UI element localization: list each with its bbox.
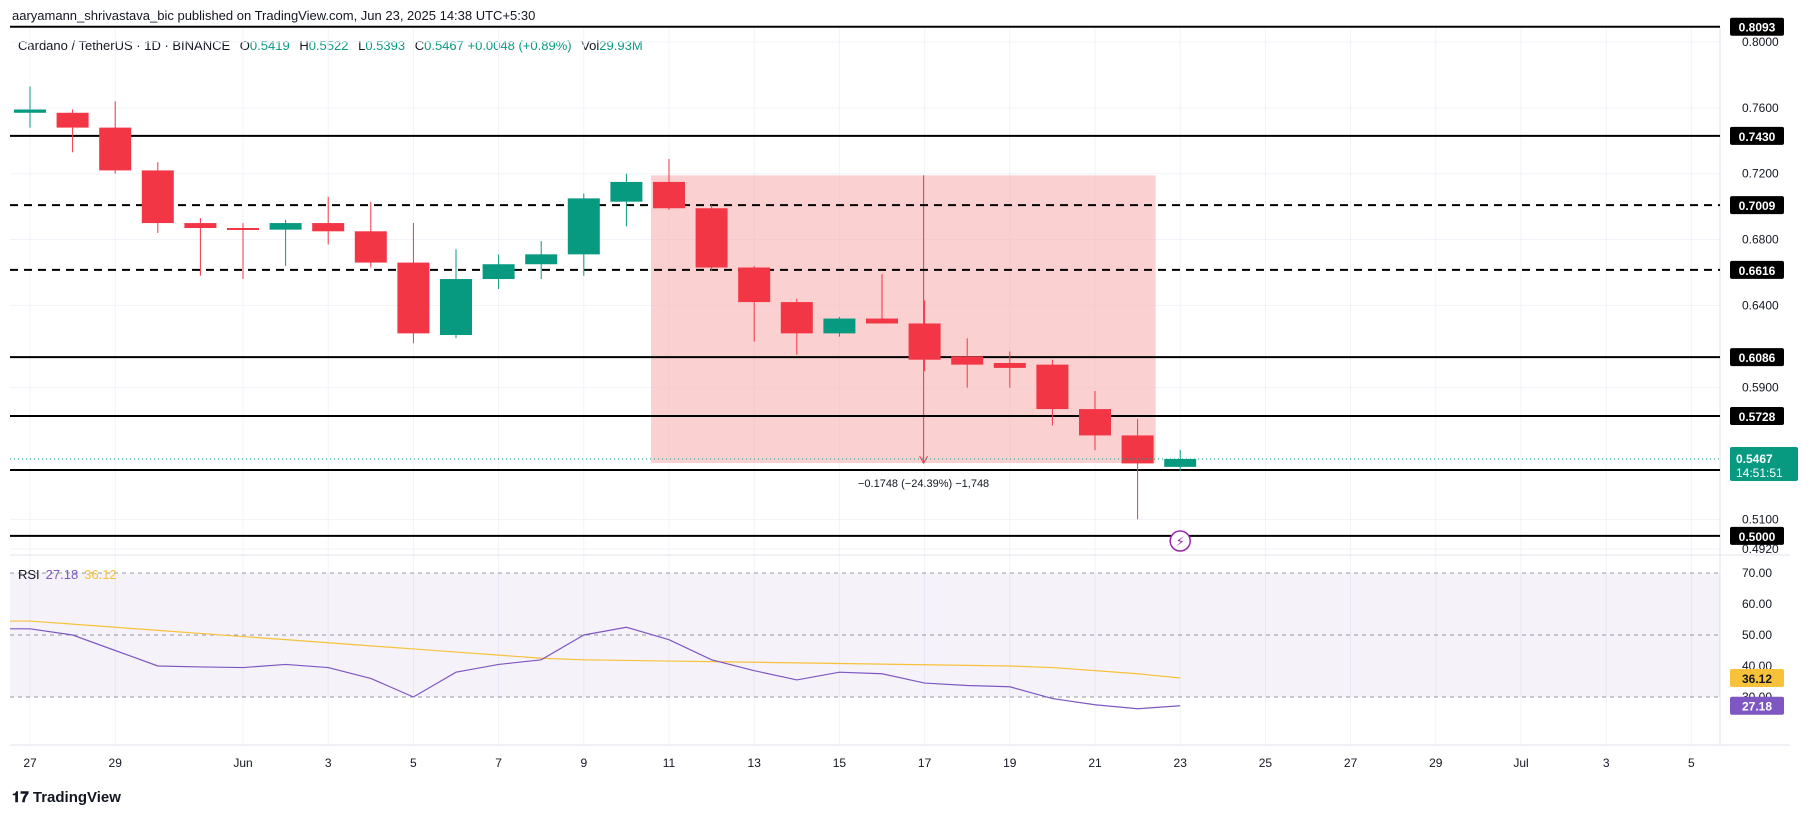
candle-body (397, 262, 430, 334)
candle-body (269, 223, 302, 230)
level-badge-label: 0.5000 (1739, 530, 1776, 544)
candle-body (312, 223, 345, 232)
last-price-badge (1730, 446, 1798, 481)
time-tick-label: 23 (1174, 756, 1188, 770)
candle-body (525, 254, 558, 265)
tradingview-logo[interactable]: 𝟏𝟕 TradingView (12, 789, 121, 806)
candle-body (227, 228, 259, 231)
rsi-value: 27.18 (45, 567, 79, 582)
candle-body (482, 264, 515, 280)
candle-body (184, 223, 217, 229)
candle-body (1036, 364, 1069, 410)
time-tick-label: 9 (580, 756, 587, 770)
price-tick-label: 0.4920 (1742, 542, 1779, 556)
time-tick-label: 17 (918, 756, 932, 770)
countdown-label: 14:51:51 (1736, 466, 1783, 480)
time-tick-label: 11 (663, 756, 676, 770)
candle-body (1079, 409, 1111, 436)
time-tick-label: 5 (410, 756, 417, 770)
time-tick-label: 19 (1003, 756, 1017, 770)
rsi-legend: RSI 27.18 36.12 (18, 567, 117, 582)
rsi-ma-badge-label: 36.12 (1742, 672, 1772, 686)
level-badge-label: 0.5728 (1739, 410, 1776, 424)
measure-arrow-head (919, 455, 929, 465)
level-badge (1730, 260, 1784, 279)
rsi-badge-label: 27.18 (1742, 700, 1772, 714)
level-badge-label: 0.7009 (1739, 199, 1776, 213)
low-label: L (358, 38, 366, 53)
rsi-tick-label: 60.00 (1742, 597, 1772, 611)
level-badge-label: 0.7430 (1739, 130, 1776, 144)
candle-body (56, 112, 89, 128)
candle-body (908, 323, 941, 360)
candle-body (695, 208, 728, 268)
last-price-label: 0.5467 (1736, 452, 1773, 466)
price-tick-label: 0.7600 (1742, 101, 1779, 115)
candle-body (141, 170, 174, 224)
time-tick-label: 29 (109, 756, 123, 770)
rsi-line (10, 626, 1181, 710)
tradingview-logo-icon: 𝟏𝟕 (12, 789, 29, 806)
level-badge (1730, 196, 1784, 215)
candle-body (354, 231, 387, 263)
candle-body (951, 356, 984, 365)
candle-body (653, 181, 685, 209)
high-label: H (299, 38, 309, 53)
time-tick-label: 27 (1344, 756, 1358, 770)
candle-body (440, 279, 472, 336)
price-tick-label: 0.7200 (1742, 167, 1779, 181)
rsi-ma-line (10, 620, 1181, 679)
price-tick-label: 0.5900 (1742, 381, 1779, 395)
time-tick-label: 3 (1603, 756, 1610, 770)
level-badge (1730, 406, 1784, 425)
candle-body (866, 318, 898, 324)
rsi-tick-label: 50.00 (1742, 628, 1772, 642)
candle-body (780, 302, 813, 334)
candle-body (610, 181, 643, 202)
time-tick-label: 7 (495, 756, 502, 770)
time-tick-label: 5 (1688, 756, 1695, 770)
level-badge (1730, 348, 1784, 367)
level-badge (1730, 526, 1784, 545)
price-tick-label: 0.6800 (1742, 233, 1779, 247)
time-tick-label: 3 (325, 756, 332, 770)
publish-info: aaryamann_shrivastava_bic published on T… (12, 8, 536, 23)
level-badge (1730, 126, 1784, 145)
time-tick-label: 13 (748, 756, 762, 770)
level-badge (1730, 17, 1784, 36)
time-tick-label: 21 (1088, 756, 1102, 770)
price-tick-label: 0.8000 (1742, 35, 1779, 49)
candle-body (993, 362, 1026, 368)
measure-label: −0.1748 (−24.39%) −1,748 (858, 478, 989, 490)
lightning-icon (1169, 530, 1191, 552)
candle-body (14, 109, 46, 113)
close-label: C (414, 38, 425, 53)
time-tick-label: 29 (1429, 756, 1443, 770)
rsi-badge (1730, 696, 1784, 715)
time-tick-label: 15 (833, 756, 847, 770)
rsi-ma-value: 36.12 (84, 567, 117, 582)
time-tick-label: 25 (1259, 756, 1273, 770)
candle-body (567, 198, 600, 255)
level-badge-label: 0.8093 (1739, 21, 1776, 35)
lightning-icon-glyph: ⚡ (1176, 534, 1185, 549)
level-badge-label: 0.6616 (1739, 264, 1776, 278)
brand-name: TradingView (32, 789, 121, 806)
time-tick-label: Jul (1513, 756, 1528, 770)
price-tick-label: 0.6400 (1742, 298, 1779, 312)
level-badge-label: 0.6086 (1739, 351, 1776, 365)
candle-body (99, 127, 132, 171)
candle-body (823, 318, 856, 334)
rsi-tick-label: 70.00 (1742, 566, 1772, 580)
time-tick-label: 27 (23, 756, 37, 770)
candle-body (738, 267, 771, 303)
candle-body (1164, 458, 1197, 467)
rsi-ma-badge (1730, 669, 1784, 688)
open-label: O (239, 38, 250, 53)
time-tick-label: Jun (233, 756, 252, 770)
price-tick-label: 0.5100 (1742, 512, 1779, 526)
rsi-name: RSI (18, 567, 40, 582)
